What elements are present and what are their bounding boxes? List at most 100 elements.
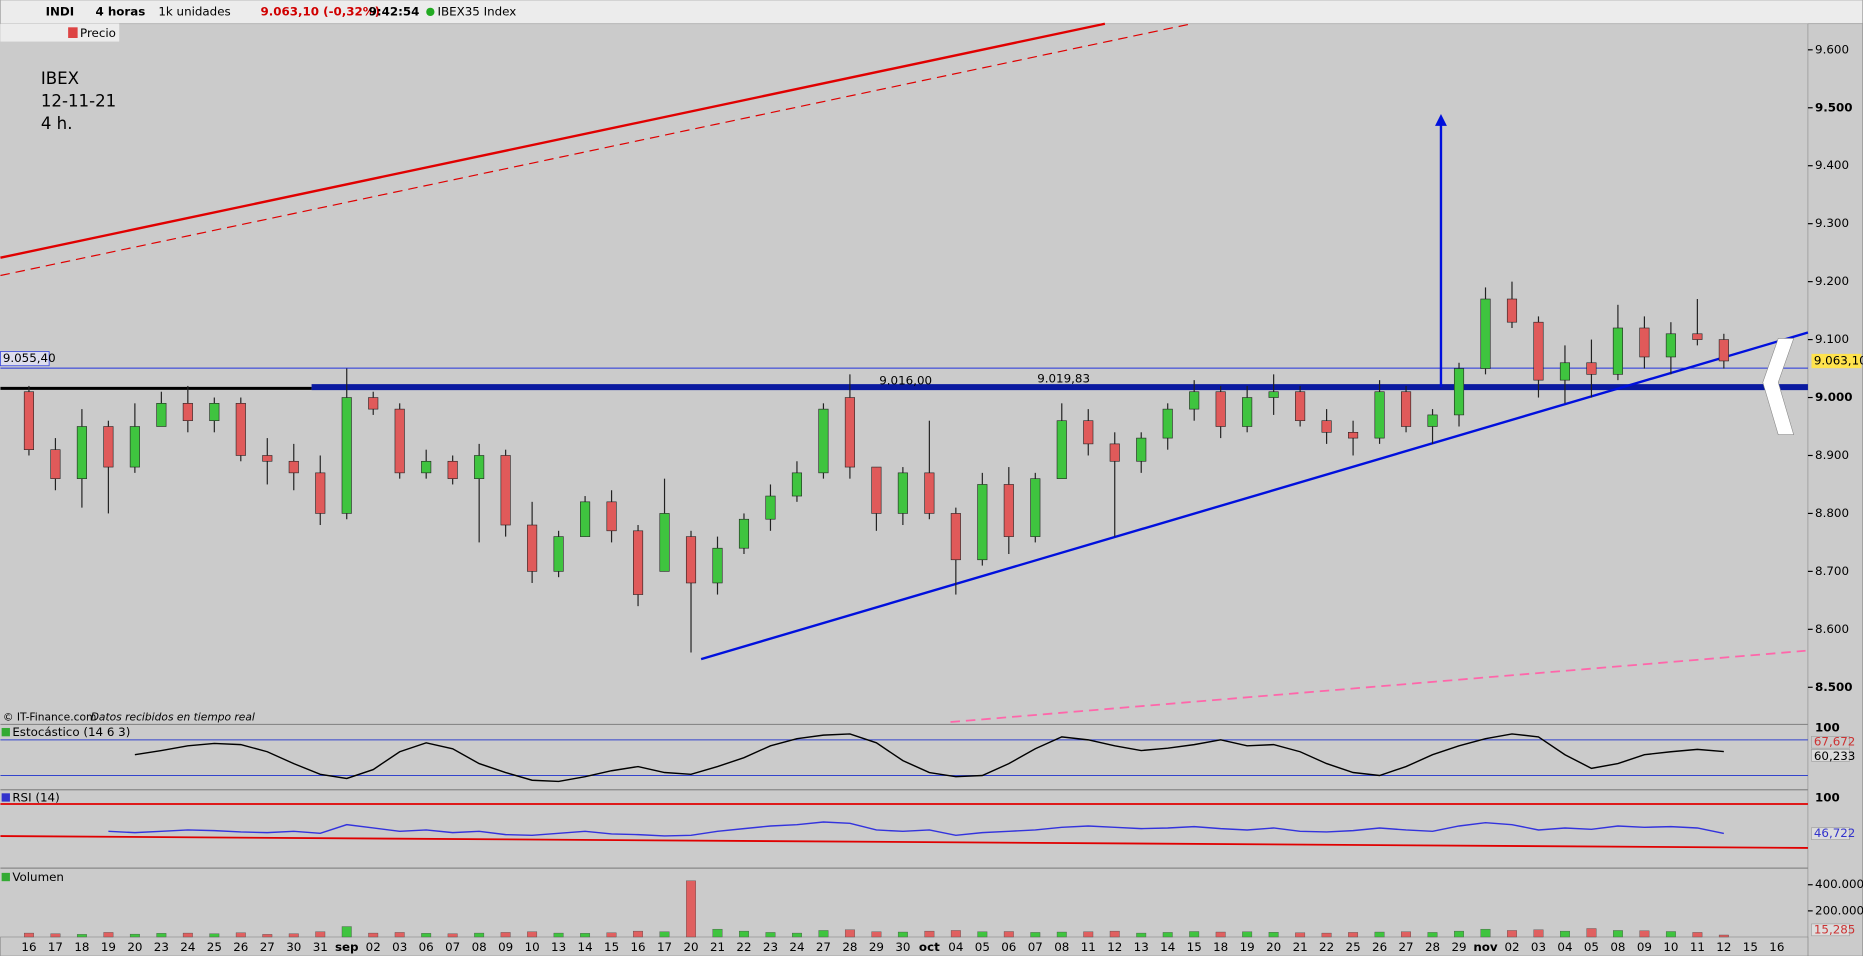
volume-bar	[50, 933, 61, 938]
volume-bar	[1189, 931, 1200, 938]
x-tick-label: 29	[1451, 940, 1466, 954]
x-tick-label: 02	[366, 940, 381, 954]
x-tick-label: 22	[736, 940, 751, 954]
x-tick-label: 17	[657, 940, 672, 954]
y-tick-label: 200.000	[1815, 903, 1863, 917]
note: 4 h.	[41, 114, 73, 133]
readout-box	[1811, 749, 1850, 762]
last-price: 9.063,10	[1814, 354, 1863, 368]
x-tick-label: 14	[1160, 940, 1175, 954]
candle-body	[23, 391, 34, 450]
candle-body	[209, 403, 220, 422]
volume-bar	[103, 932, 114, 938]
volume-bar	[500, 932, 511, 938]
readout: 15,285	[1814, 922, 1855, 936]
candle-body	[738, 518, 750, 549]
x-tick-label: 03	[1531, 940, 1546, 954]
volume-bar	[739, 930, 749, 938]
y-tick-label: 9.600	[1815, 42, 1849, 56]
readout-box	[1811, 736, 1850, 749]
volume-bar	[950, 930, 961, 938]
candle-body	[1003, 484, 1014, 537]
x-tick-label: 31	[313, 940, 328, 954]
x-tick-label: 11	[1081, 940, 1096, 954]
y-tick-label: 8.800	[1815, 506, 1849, 520]
y-tick-label: 8.500	[1815, 680, 1853, 694]
candle-body	[553, 536, 564, 572]
candle-body	[897, 472, 908, 514]
x-tick-label: 10	[1663, 940, 1678, 954]
y-tick-label: 9.400	[1815, 158, 1849, 172]
symbol[interactable]: INDI	[46, 4, 75, 18]
candle-body	[924, 472, 935, 514]
volume-bar	[765, 932, 776, 938]
x-tick-label: 08	[1610, 940, 1625, 954]
volume-bar	[368, 932, 379, 938]
candle-body	[76, 426, 87, 479]
period[interactable]: 4 horas	[95, 4, 145, 18]
x-tick-label: 11	[1690, 940, 1705, 954]
x-tick-label: 21	[1293, 940, 1308, 954]
annotation: 9.019,83	[1037, 371, 1090, 385]
x-tick-label: 29	[869, 940, 884, 954]
x-tick-label: 24	[789, 940, 804, 954]
volume-bar	[1427, 932, 1438, 938]
layer-bar	[0, 23, 120, 42]
y-tick-label: 400.000	[1815, 877, 1863, 891]
x-tick-label: nov	[1473, 940, 1498, 954]
candle-body	[1480, 298, 1491, 369]
volume-bar	[1268, 932, 1279, 938]
x-tick-label: 07	[1028, 940, 1043, 954]
x-tick-label: 04	[948, 940, 963, 954]
candle-body	[818, 408, 829, 474]
candle-body	[765, 495, 776, 520]
units[interactable]: 1k unidades	[158, 4, 230, 18]
readout-box	[1811, 923, 1850, 937]
candle-body	[1401, 391, 1412, 427]
candle-body	[606, 501, 617, 532]
volume-bar	[156, 933, 167, 938]
candle-body	[235, 403, 246, 456]
x-tick-label: 17	[48, 940, 63, 954]
candle-body	[1533, 321, 1544, 381]
candle-body	[182, 403, 193, 422]
volume-bar	[235, 932, 246, 938]
candle-body	[1189, 391, 1200, 410]
x-tick-label: 14	[578, 940, 593, 954]
x-tick-label: 25	[1346, 940, 1361, 954]
candle-body	[1612, 327, 1623, 375]
candle-body	[156, 403, 167, 427]
x-tick-label: 05	[1584, 940, 1599, 954]
candle-body	[712, 547, 723, 584]
candle-body	[1586, 362, 1597, 375]
x-tick-label: 03	[392, 940, 407, 954]
candle-body	[1321, 420, 1332, 433]
volume-bar	[553, 932, 564, 938]
volume-bar	[1215, 931, 1226, 938]
x-tick-label: sep	[335, 940, 359, 954]
x-tick-label: 07	[445, 940, 460, 954]
y-tick-label: 9.000	[1815, 390, 1853, 404]
volume-bar	[977, 931, 988, 938]
volume-bar	[129, 933, 140, 938]
candle-body	[1162, 408, 1173, 439]
x-tick-label: 09	[498, 940, 513, 954]
candle-body	[500, 455, 511, 526]
candle-body	[1639, 327, 1650, 358]
x-tick-label: 27	[260, 940, 275, 954]
volume-bar	[792, 932, 802, 938]
volume-bar	[1056, 931, 1067, 938]
stochastic-line	[134, 733, 1724, 783]
candle-body	[1692, 333, 1703, 340]
x-tick-label: 21	[710, 940, 725, 954]
candle-body	[685, 536, 697, 584]
x-tick-label: 22	[1319, 940, 1334, 954]
x-tick-label: 25	[207, 940, 222, 954]
trendline	[0, 23, 1192, 277]
layer-label[interactable]: Precio	[80, 26, 116, 40]
arrow-head	[1435, 114, 1447, 126]
status-dot	[426, 7, 435, 17]
volume-bar	[1136, 932, 1147, 938]
candle-body	[844, 397, 855, 468]
x-tick-label: 13	[1134, 940, 1149, 954]
